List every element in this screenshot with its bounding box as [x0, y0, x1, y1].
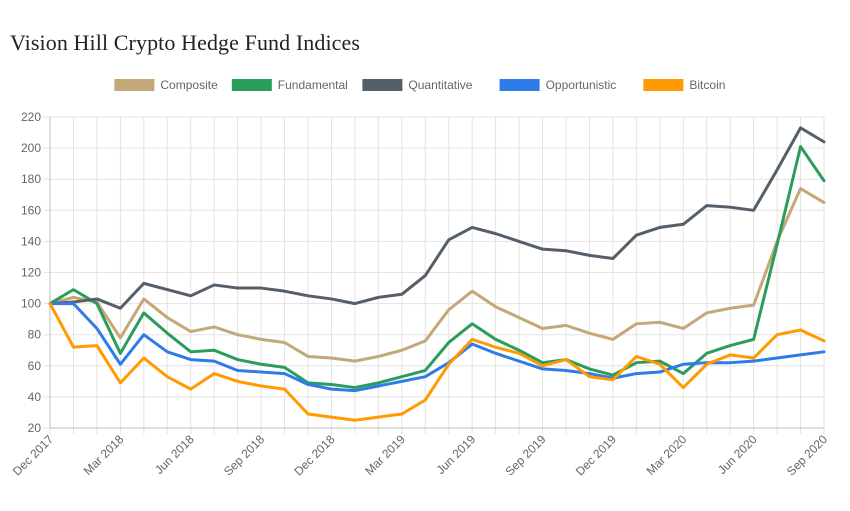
y-tick-label: 40 [28, 390, 42, 404]
x-tick-label: Sep 2019 [502, 432, 548, 478]
chart-title: Vision Hill Crypto Hedge Fund Indices [10, 30, 361, 55]
series-line-bitcoin [48, 302, 826, 422]
legend-item-composite[interactable]: Composite [114, 78, 218, 92]
x-tick-label: Dec 2017 [10, 432, 56, 478]
x-tick-label: Jun 2019 [433, 432, 478, 477]
legend-item-opportunistic[interactable]: Opportunistic [499, 78, 617, 92]
y-tick-label: 60 [28, 359, 42, 373]
x-tick-label: Mar 2018 [81, 432, 127, 478]
legend-label: Bitcoin [689, 78, 725, 92]
x-tick-label: Sep 2018 [221, 432, 267, 478]
series-line-quantitative [48, 126, 826, 310]
series-line-composite [48, 187, 826, 363]
x-tick-label: Sep 2020 [784, 432, 830, 478]
y-tick-label: 180 [21, 172, 41, 186]
y-tick-label: 220 [21, 110, 41, 124]
y-tick-label: 120 [21, 266, 41, 280]
legend-swatch [499, 79, 540, 91]
x-tick-label: Dec 2019 [573, 432, 619, 478]
legend-label: Opportunistic [546, 78, 617, 92]
x-tick-label: Mar 2019 [362, 432, 408, 478]
legend-item-fundamental[interactable]: Fundamental [231, 78, 348, 92]
legend-label: Fundamental [278, 78, 348, 92]
legend-swatch [231, 79, 272, 91]
x-axis: Dec 2017 Mar 2018 Jun 2018 Sep 2018 Dec 2018… [10, 427, 830, 478]
series-line-opportunistic [48, 302, 826, 393]
y-tick-label: 160 [21, 203, 41, 217]
x-tick-label: Jun 2018 [152, 432, 197, 477]
y-tick-label: 80 [28, 328, 42, 342]
y-tick-label: 100 [21, 297, 41, 311]
legend-item-bitcoin[interactable]: Bitcoin [643, 78, 725, 92]
legend-label: Composite [160, 78, 218, 92]
x-tick-label: Mar 2020 [644, 432, 690, 478]
legend-label: Quantitative [408, 78, 472, 92]
legend-item-quantitative[interactable]: Quantitative [362, 78, 473, 92]
legend-swatch [643, 79, 684, 91]
y-axis: 20 40 60 80 100 120 140 160 180 200 220 [21, 110, 51, 435]
chart-legend[interactable]: Composite Fundamental Quantitative Opportun… [114, 78, 725, 92]
series-lines [48, 126, 826, 422]
legend-swatch [362, 79, 403, 91]
y-tick-label: 200 [21, 141, 41, 155]
y-tick-label: 20 [28, 421, 42, 435]
x-tick-label: Jun 2020 [715, 432, 760, 477]
y-tick-label: 140 [21, 234, 41, 248]
legend-swatch [114, 79, 155, 91]
x-tick-label: Dec 2018 [291, 432, 337, 478]
